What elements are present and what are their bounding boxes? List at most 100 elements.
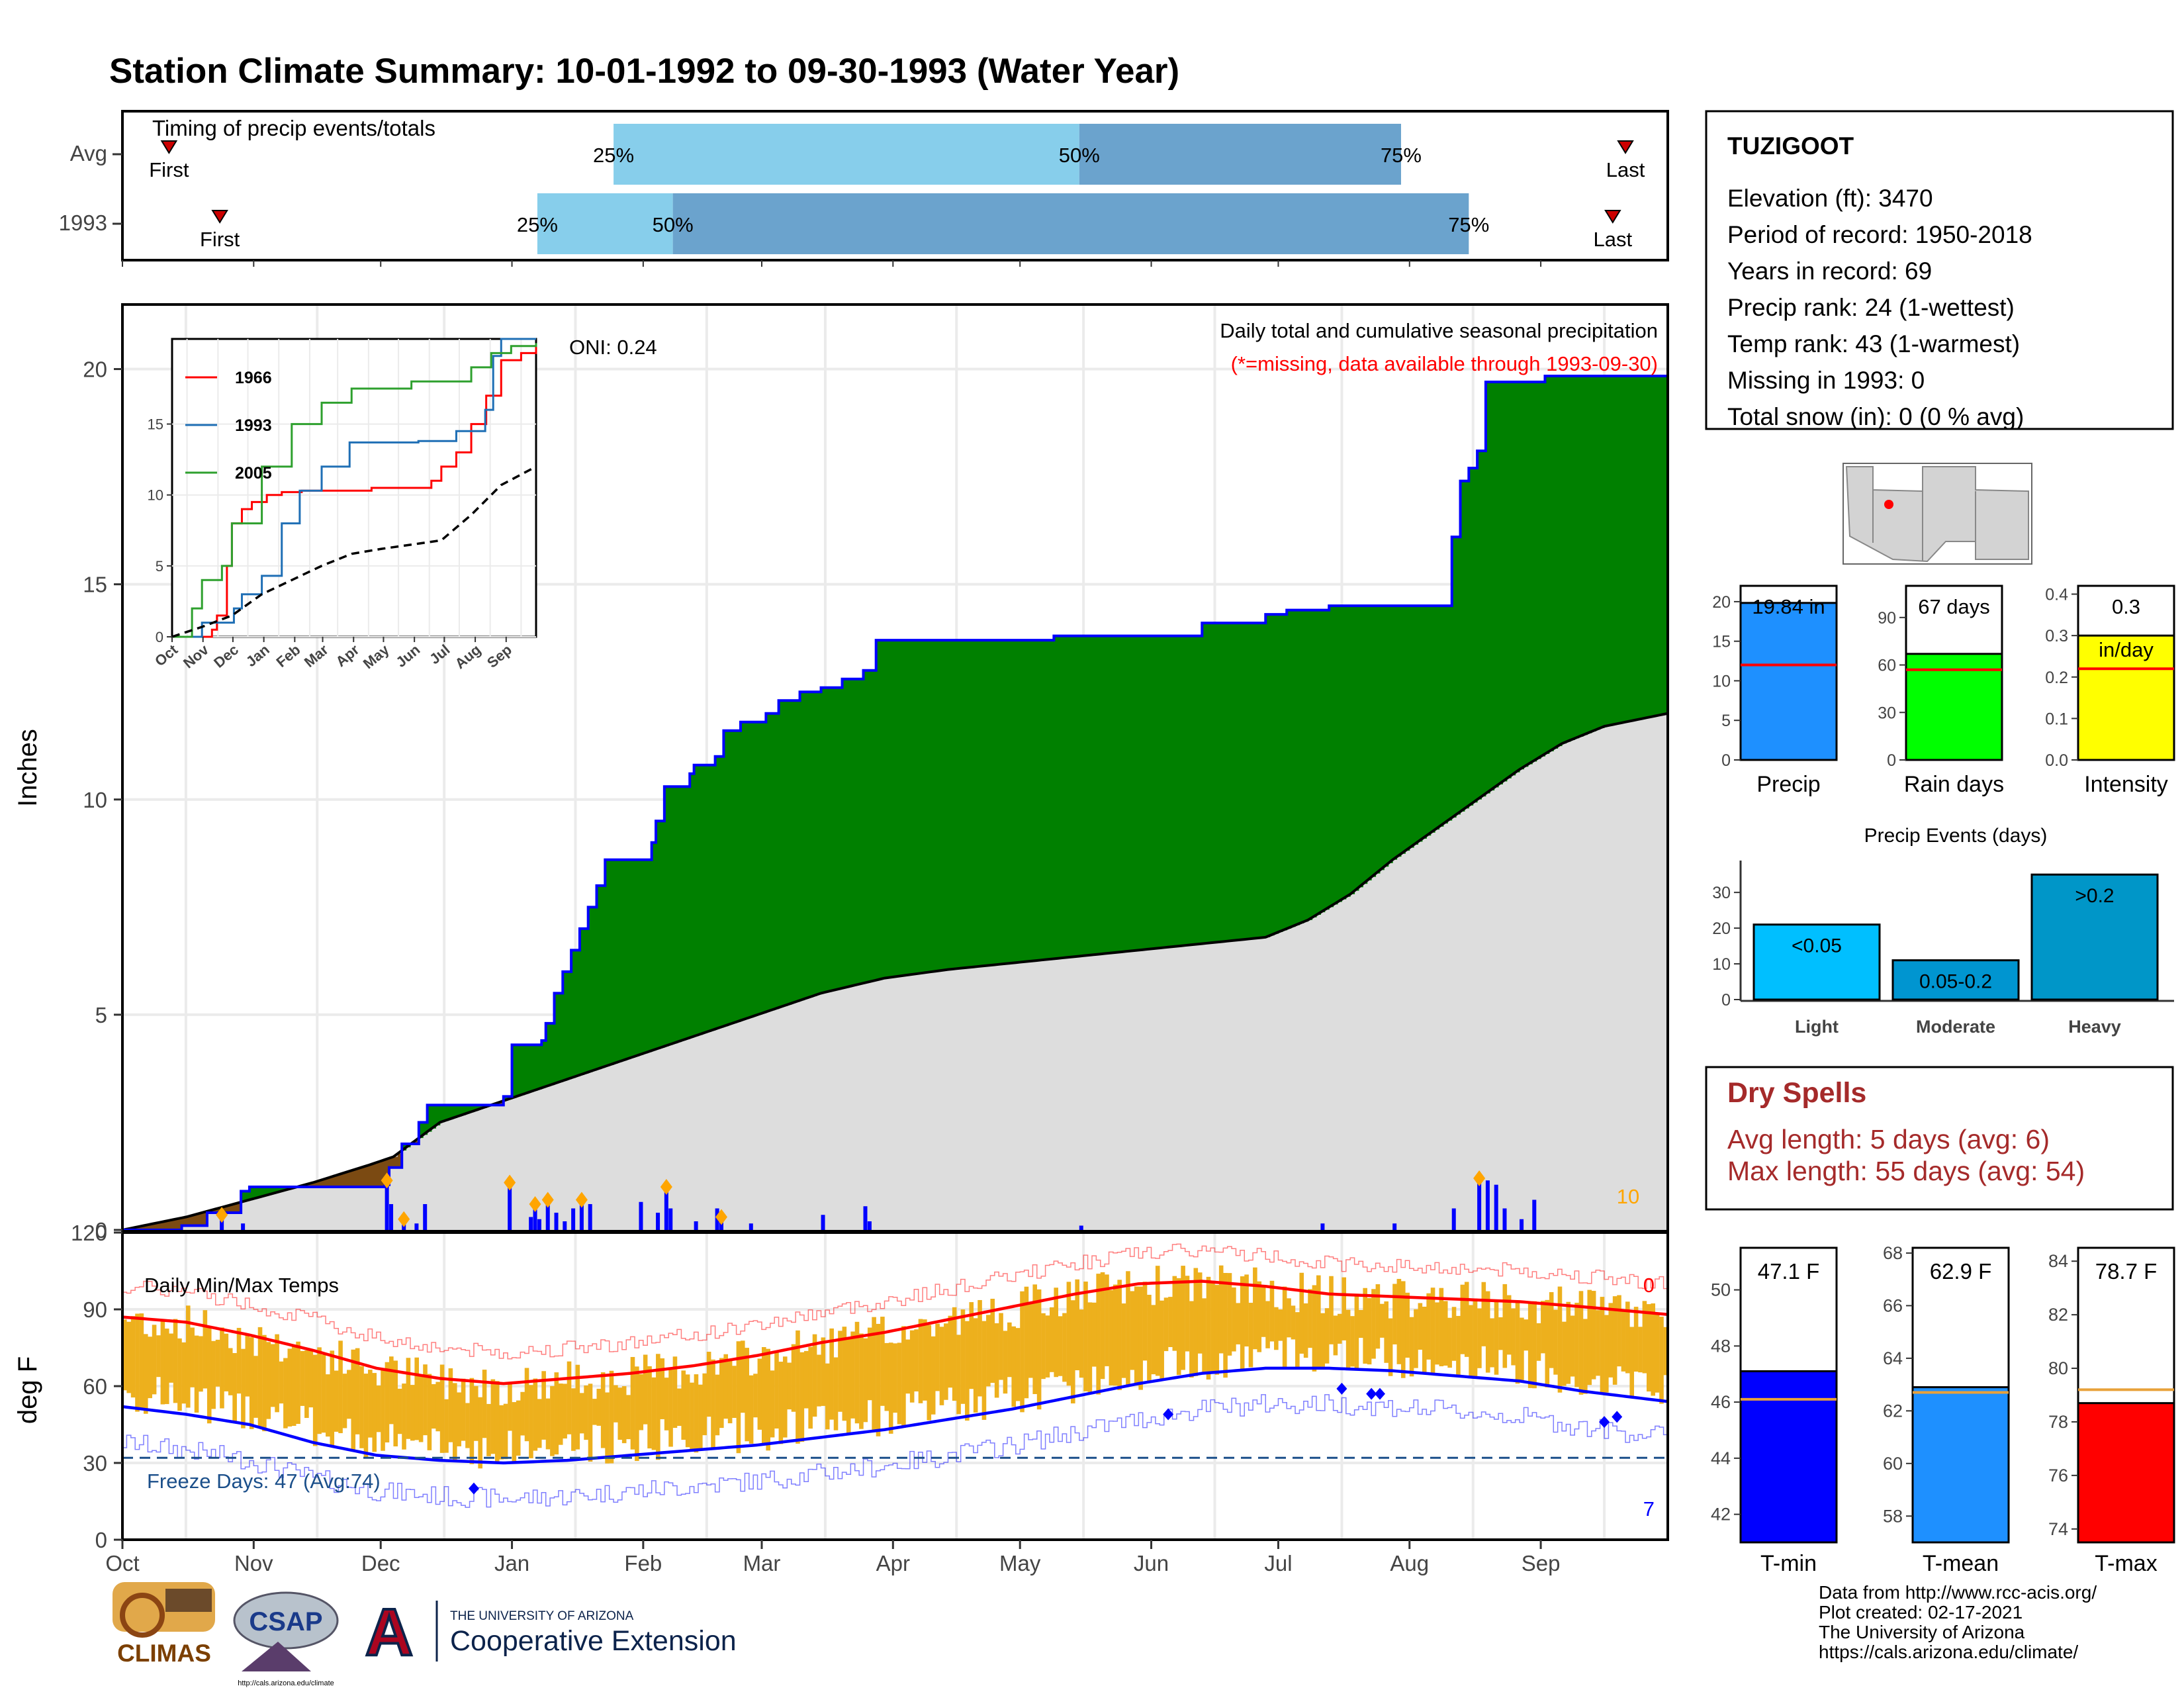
temp-y-axis: 0 30 60 90 120 <box>71 1221 122 1552</box>
daily-temp-bar <box>1447 1317 1452 1368</box>
daily-temp-bar <box>621 1386 627 1444</box>
events-bar-label: >0.2 <box>2075 885 2114 907</box>
daily-precip-bar <box>579 1199 584 1230</box>
daily-precip-bar <box>863 1206 868 1230</box>
daily-temp-bar <box>1236 1303 1241 1344</box>
daily-temp-bar <box>867 1327 872 1401</box>
daily-temp-bar <box>402 1383 406 1450</box>
daily-temp-bars <box>122 1265 1668 1469</box>
daily-temp-bar <box>249 1337 254 1429</box>
daily-temp-bar <box>660 1358 665 1419</box>
daily-temp-bar <box>130 1316 136 1398</box>
daily-temp-bar <box>973 1318 978 1413</box>
daily-temp-bar <box>338 1340 343 1434</box>
daily-temp-bar <box>575 1364 580 1450</box>
daily-temp-bar <box>850 1331 855 1419</box>
station-line-missing: Missing in 1993: 0 <box>1727 367 1925 394</box>
daily-temp-bar <box>224 1333 229 1391</box>
timing-p50-label: 50% <box>1059 144 1100 167</box>
page-title: Station Climate Summary: 10-01-1992 to 0… <box>109 52 1179 91</box>
precip-y-tick-label: 10 <box>83 788 107 812</box>
daily-temp-bar <box>494 1381 500 1464</box>
daily-temp-bar <box>211 1340 216 1409</box>
daily-temp-bar <box>626 1395 631 1440</box>
daily-temp-bar <box>1206 1276 1211 1380</box>
daily-temp-bar <box>782 1356 788 1438</box>
daily-temp-bar <box>774 1352 779 1429</box>
daily-precip-bar <box>241 1223 246 1230</box>
record-low-marker <box>1336 1382 1347 1395</box>
precip-events-chart: Precip Events (days) 0 10 20 30 <0.05 Light 0.… <box>1712 825 2174 1037</box>
daily-temp-bar <box>770 1370 775 1438</box>
daily-temp-bar <box>664 1378 669 1430</box>
daily-temp-bar <box>423 1364 428 1436</box>
daily-temp-bar <box>918 1319 923 1403</box>
daily-temp-bar <box>1189 1301 1194 1378</box>
daily-temp-bar <box>1324 1308 1330 1364</box>
daily-temp-bar <box>893 1343 897 1413</box>
daily-temp-bar <box>567 1361 572 1434</box>
daily-precip-bar <box>537 1219 541 1230</box>
daily-temp-bar <box>1121 1303 1126 1378</box>
daily-temp-bar <box>486 1403 491 1456</box>
station-location-dot <box>1884 500 1893 509</box>
daily-temp-bar <box>215 1339 220 1387</box>
daily-precip-bar <box>1079 1225 1083 1230</box>
daily-temp-bar <box>749 1375 754 1444</box>
daily-temp-bar <box>584 1385 588 1440</box>
daily-temp-bar <box>757 1358 762 1430</box>
daily-temp-bar <box>1214 1285 1220 1375</box>
daily-temp-bar <box>1058 1316 1063 1376</box>
daily-temp-bar <box>406 1358 411 1439</box>
daily-temp-bar <box>1464 1282 1469 1357</box>
stat-bar-unit: in/day <box>2099 638 2154 661</box>
daily-temp-bar <box>410 1385 415 1441</box>
daily-temp-bar <box>1557 1286 1563 1393</box>
stat-bar-tick-label: 10 <box>1712 672 1731 690</box>
stat-bar-tick-label: 0.1 <box>2045 710 2068 728</box>
daily-temp-bar <box>981 1321 987 1420</box>
daily-temp-bar <box>1490 1318 1494 1368</box>
inset-legend-label: 1993 <box>235 416 272 435</box>
daily-temp-bar <box>944 1323 948 1400</box>
daily-precip-bars <box>216 1170 1537 1230</box>
daily-temp-bar <box>1367 1297 1372 1365</box>
dry-spells-frame <box>1705 1066 2174 1211</box>
record-low-count: 7 <box>1643 1497 1655 1521</box>
month-tick-label: May <box>999 1551 1041 1575</box>
daily-temp-bar <box>1151 1305 1156 1375</box>
csap-logo-text: CSAP <box>249 1607 322 1636</box>
heavy-precip-marker <box>575 1192 588 1208</box>
daily-temp-bar <box>1113 1284 1118 1386</box>
daily-precip-bar <box>1532 1199 1537 1230</box>
stat-bar-tick-label: 0 <box>1721 751 1731 770</box>
daily-temp-bar <box>291 1346 296 1427</box>
daily-temp-bar <box>1278 1309 1283 1341</box>
precip-count: 10 <box>1617 1185 1639 1208</box>
daily-temp-bar <box>1477 1308 1482 1368</box>
daily-temp-bar <box>799 1352 805 1442</box>
daily-temp-bar <box>1202 1298 1206 1373</box>
daily-temp-bar <box>1160 1300 1164 1380</box>
daily-temp-bar <box>1600 1297 1605 1393</box>
stat-bar-rain-days <box>1905 653 2003 761</box>
last-event-label: Last <box>1606 158 1645 181</box>
daily-temp-bar <box>173 1319 178 1403</box>
stat-bar-tick-label: 90 <box>1878 609 1896 628</box>
daily-temp-bar <box>1075 1279 1079 1370</box>
temp-stat-bar-t-max <box>2077 1402 2175 1544</box>
daily-temp-bar <box>994 1323 999 1398</box>
daily-temp-bar <box>1562 1321 1567 1386</box>
daily-temp-bar <box>1553 1309 1558 1375</box>
daily-precip-bar <box>588 1203 592 1230</box>
temp-y-tick-label: 30 <box>83 1451 107 1476</box>
daily-temp-bar <box>876 1323 881 1436</box>
daily-temp-bar <box>275 1334 279 1413</box>
daily-temp-bar <box>206 1326 212 1424</box>
daily-temp-bar <box>558 1383 563 1445</box>
daily-temp-bar <box>1388 1318 1393 1376</box>
daily-temp-bar <box>1532 1301 1537 1389</box>
events-title: Precip Events (days) <box>1864 825 2048 847</box>
temp-stat-tick-label: 46 <box>1711 1392 1731 1412</box>
daily-temp-bar <box>554 1372 559 1455</box>
